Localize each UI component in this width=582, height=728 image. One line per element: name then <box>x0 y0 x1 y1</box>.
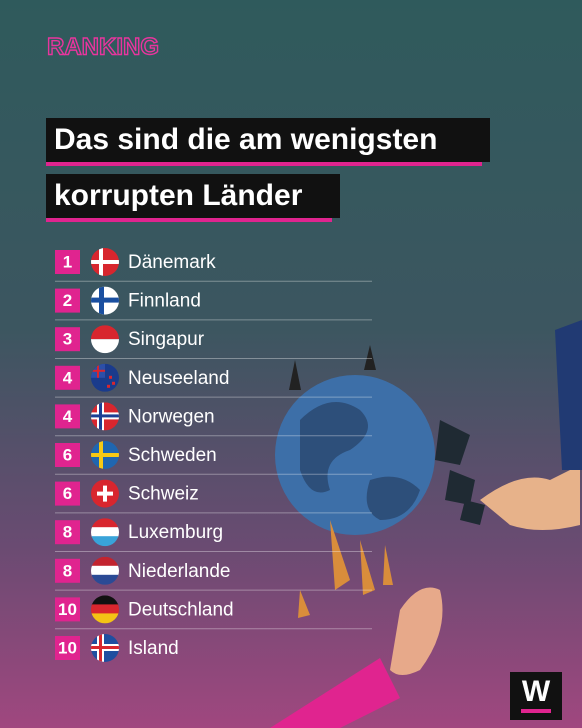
rank-box <box>55 443 80 467</box>
country-name: Norwegen <box>128 406 215 427</box>
rank-box <box>55 365 80 390</box>
rank: 4 <box>63 407 73 426</box>
flag-part <box>91 260 119 264</box>
rank: 6 <box>63 445 72 464</box>
flag-part <box>91 453 119 457</box>
rank-box <box>55 250 80 274</box>
country-name: Neuseeland <box>128 368 229 389</box>
flag <box>91 248 119 276</box>
ranking-row: 4 Norwegen <box>55 402 372 437</box>
ranking-row: 8 Niederlande <box>55 556 372 591</box>
logo: W <box>522 675 551 708</box>
ranking-row: 6 Schweden <box>55 441 372 475</box>
flag-part <box>91 604 119 615</box>
flag <box>91 286 119 315</box>
rank: 8 <box>63 561 72 580</box>
rank: 4 <box>63 368 73 387</box>
country-name: Island <box>128 638 179 659</box>
rank-box <box>55 558 80 583</box>
flag <box>91 595 119 624</box>
rank-box <box>55 597 80 622</box>
ranking-row: 8 Luxemburg <box>55 518 372 552</box>
title: korrupten Länder <box>54 179 303 212</box>
country-name: Schweiz <box>128 484 199 505</box>
logo-underline <box>521 709 551 713</box>
rank: 10 <box>58 600 77 619</box>
flag <box>91 441 119 469</box>
flag <box>91 634 119 662</box>
ranking-row: 1 Dänemark <box>55 248 372 282</box>
country-name: Luxemburg <box>128 522 223 543</box>
flag-part <box>107 384 110 388</box>
rank: 1 <box>63 252 72 271</box>
rank: 6 <box>63 484 72 503</box>
rank-box <box>55 636 80 660</box>
country-name: Finnland <box>128 291 201 312</box>
country-name: Singapur <box>128 329 205 350</box>
rank: 2 <box>63 291 72 310</box>
flag-part <box>91 339 119 354</box>
title-underline <box>46 162 482 166</box>
ranking-row: 2 Finnland <box>55 286 372 321</box>
flag-part <box>91 565 119 576</box>
flag-part <box>91 414 119 418</box>
rank: 10 <box>58 638 77 657</box>
country-name: Schweden <box>128 445 217 466</box>
flag-part <box>91 297 119 303</box>
country-name: Deutschland <box>128 599 234 620</box>
rank-box <box>55 327 80 352</box>
ranking-row: 10 Deutschland <box>55 595 372 630</box>
ranking-row: 6 Schweiz <box>55 479 372 514</box>
flag-part <box>91 369 105 372</box>
title-box <box>46 174 340 218</box>
country-name: Dänemark <box>128 252 216 273</box>
flag-part <box>109 375 112 379</box>
flag-part <box>91 613 119 624</box>
rank-box <box>55 520 80 545</box>
flag-part <box>112 381 115 385</box>
ranking-row: 10 Island <box>55 634 179 662</box>
flag-part <box>91 556 119 567</box>
rank: 8 <box>63 523 72 542</box>
section-label: RANKING <box>47 33 159 60</box>
flag-part <box>91 574 119 585</box>
title-box <box>46 118 490 162</box>
flag-part <box>91 536 119 547</box>
flag-part <box>97 491 113 496</box>
title-underline <box>46 218 332 222</box>
ranking-row: 4 Neuseeland <box>55 363 372 398</box>
flag <box>91 325 119 354</box>
flag <box>91 518 119 547</box>
flag-part <box>91 518 119 529</box>
rank-box <box>55 404 80 429</box>
flag <box>91 479 119 508</box>
flag <box>91 556 119 585</box>
rank-box <box>55 481 80 506</box>
country-name: Niederlande <box>128 561 230 582</box>
rank-box <box>55 288 80 313</box>
flag <box>91 363 119 392</box>
ranking-row: 3 Singapur <box>55 325 372 359</box>
flag <box>91 402 119 431</box>
title: Das sind die am wenigsten <box>54 123 437 156</box>
flag-part <box>91 595 119 606</box>
flag-part <box>91 325 119 340</box>
flag-part <box>91 646 119 649</box>
rank: 3 <box>63 330 72 349</box>
illustration <box>270 320 582 728</box>
flag-part <box>91 527 119 538</box>
